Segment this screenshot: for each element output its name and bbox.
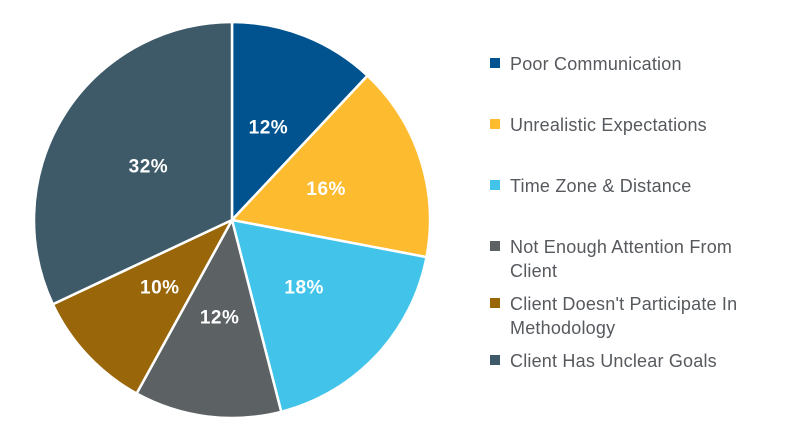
legend: Poor Communication Unrealistic Expectatio…: [490, 52, 762, 373]
pie-slice: [230, 218, 428, 414]
legend-label: Poor Communication: [510, 54, 682, 74]
legend-swatch-icon: [490, 119, 500, 129]
slice-percent-label: 16%: [306, 179, 346, 200]
legend-label: Not Enough Attention From Client: [510, 237, 733, 281]
legend-item: Unrealistic Expectations: [490, 113, 762, 137]
legend-item: Client Doesn't Participate In Methodolog…: [490, 292, 762, 340]
legend-swatch-icon: [490, 298, 500, 308]
legend-label: Time Zone & Distance: [510, 176, 692, 196]
legend-item: Not Enough Attention From Client: [490, 235, 762, 283]
legend-item: Client Has Unclear Goals: [490, 349, 762, 373]
slice-percent-label: 32%: [129, 157, 169, 178]
pie-slice: [32, 20, 234, 306]
pie-slice: [230, 20, 369, 222]
slice-percent-label: 18%: [284, 277, 324, 298]
legend-label: Client Has Unclear Goals: [510, 351, 717, 371]
legend-label: Unrealistic Expectations: [510, 115, 707, 135]
slice-percent-label: 12%: [249, 118, 289, 139]
legend-label: Client Doesn't Participate In Methodolog…: [510, 294, 738, 338]
legend-swatch-icon: [490, 241, 500, 251]
pie-slice: [135, 218, 283, 420]
slice-percent-label: 12%: [200, 308, 240, 329]
legend-swatch-icon: [490, 180, 500, 190]
pie-chart-svg: 12% 16% 18% 12% 10% 32%: [32, 20, 432, 420]
slice-percent-label: 10%: [140, 277, 180, 298]
legend-swatch-icon: [490, 355, 500, 365]
pie-chart: 12% 16% 18% 12% 10% 32%: [32, 20, 432, 420]
pie-slice: [51, 218, 234, 395]
legend-item: Poor Communication: [490, 52, 762, 76]
legend-swatch-icon: [490, 58, 500, 68]
pie-slice: [230, 74, 432, 259]
legend-item: Time Zone & Distance: [490, 174, 762, 198]
